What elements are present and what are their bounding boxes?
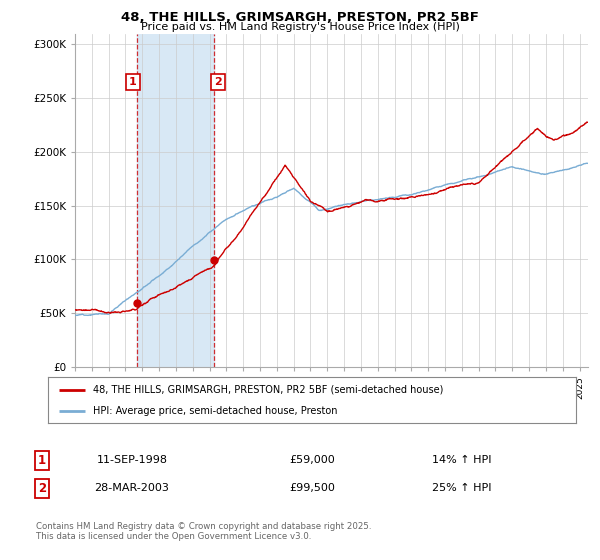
Text: 48, THE HILLS, GRIMSARGH, PRESTON, PR2 5BF (semi-detached house): 48, THE HILLS, GRIMSARGH, PRESTON, PR2 5… [93, 385, 443, 395]
Bar [137, 34, 214, 367]
Text: 25% ↑ HPI: 25% ↑ HPI [432, 483, 492, 493]
Text: 2: 2 [38, 482, 46, 495]
Text: 2: 2 [214, 77, 222, 87]
Text: 1: 1 [129, 77, 137, 87]
Text: 48, THE HILLS, GRIMSARGH, PRESTON, PR2 5BF: 48, THE HILLS, GRIMSARGH, PRESTON, PR2 5… [121, 11, 479, 24]
Text: 14% ↑ HPI: 14% ↑ HPI [432, 455, 492, 465]
Text: 11-SEP-1998: 11-SEP-1998 [97, 455, 167, 465]
Text: Price paid vs. HM Land Registry's House Price Index (HPI): Price paid vs. HM Land Registry's House … [140, 22, 460, 32]
Text: HPI: Average price, semi-detached house, Preston: HPI: Average price, semi-detached house,… [93, 407, 337, 416]
Text: 28-MAR-2003: 28-MAR-2003 [95, 483, 169, 493]
Text: Contains HM Land Registry data © Crown copyright and database right 2025.
This d: Contains HM Land Registry data © Crown c… [36, 522, 371, 542]
Text: 1: 1 [38, 454, 46, 467]
Text: £99,500: £99,500 [289, 483, 335, 493]
Text: £59,000: £59,000 [289, 455, 335, 465]
